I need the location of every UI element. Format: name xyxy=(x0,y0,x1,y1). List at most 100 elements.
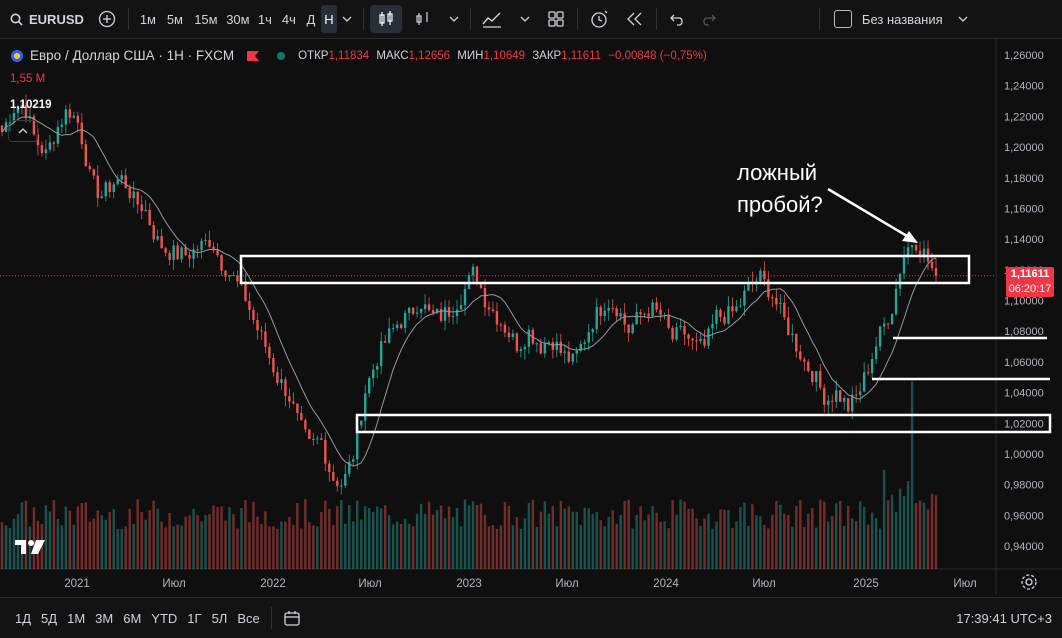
volume-bar xyxy=(479,503,483,569)
chart-settings-button[interactable] xyxy=(1020,573,1040,593)
candle-body xyxy=(16,107,20,114)
volume-bar xyxy=(284,521,287,569)
candle-body xyxy=(296,403,299,413)
candle-body xyxy=(819,371,822,388)
candle-body xyxy=(747,281,750,291)
symbol-search[interactable]: EURUSD xyxy=(0,5,92,33)
interval-1[interactable]: 1м xyxy=(139,11,156,27)
collapse-legend-button[interactable] xyxy=(8,120,38,142)
volume-bar xyxy=(499,525,503,569)
clock-display[interactable]: 17:39:41 UTC+3 xyxy=(956,610,1052,626)
candle-body xyxy=(328,463,331,473)
layout-name-label: Без названия xyxy=(861,11,943,27)
interval-6[interactable]: 4ч xyxy=(281,11,296,27)
candle-body xyxy=(48,142,52,150)
volume-bar xyxy=(831,516,834,569)
candle-body xyxy=(815,371,818,383)
interval-8[interactable]: Н xyxy=(320,5,337,33)
layout-dropdown[interactable] xyxy=(951,5,975,33)
candle-body xyxy=(571,353,574,362)
volume-bar xyxy=(659,521,662,569)
undo-button[interactable] xyxy=(663,5,693,33)
volume-bar xyxy=(340,499,343,569)
range-5[interactable]: 6М xyxy=(123,610,142,626)
volume-bar xyxy=(64,506,68,569)
chart-area[interactable]: 1,26000 1,24000 1,22000 1,20000 1,18000 1,160… xyxy=(0,39,1062,595)
volume-bar xyxy=(827,521,830,569)
volume-bar xyxy=(272,526,275,569)
range-6[interactable]: YTD xyxy=(151,610,178,626)
volume-bar xyxy=(268,526,271,569)
range-4[interactable]: 3М xyxy=(95,610,114,626)
candle-body xyxy=(759,270,762,282)
volume-bar xyxy=(387,514,391,569)
chevron-down-icon xyxy=(520,16,530,22)
candle-body xyxy=(356,425,359,460)
volume-bar xyxy=(124,526,127,569)
volume-bar xyxy=(352,521,355,569)
range-7[interactable]: 1Г xyxy=(187,610,202,626)
volume-bar xyxy=(423,513,427,569)
price-chart[interactable]: 1,26000 1,24000 1,22000 1,20000 1,18000 1,160… xyxy=(0,39,1062,595)
divider xyxy=(576,8,578,30)
volume-bar xyxy=(858,501,862,569)
indicators-button[interactable] xyxy=(477,5,507,33)
candle-body xyxy=(232,275,235,277)
volume-bar xyxy=(623,501,626,569)
divider xyxy=(362,8,364,30)
candle-body xyxy=(615,308,618,317)
redo-button[interactable] xyxy=(693,5,723,33)
layouts-button[interactable] xyxy=(541,5,571,33)
interval-4[interactable]: 30м xyxy=(226,11,250,27)
candle-body xyxy=(890,314,894,325)
volume-bar xyxy=(220,506,223,569)
interval-3[interactable]: 15м xyxy=(194,11,218,27)
high-value: 1,12656 xyxy=(408,49,451,62)
volume-bar xyxy=(675,514,678,569)
candle-body xyxy=(260,330,263,332)
candle-body xyxy=(192,249,195,259)
replay-button[interactable] xyxy=(620,5,650,33)
range-9[interactable]: Все xyxy=(237,610,260,626)
price-tick-label: 1,26000 xyxy=(1004,50,1044,62)
candle-body xyxy=(427,304,431,311)
candle-body xyxy=(771,297,774,299)
volume-bar xyxy=(176,524,179,569)
range-8[interactable]: 5Л xyxy=(211,610,228,626)
open-value: 1,11834 xyxy=(328,49,370,62)
candle-body xyxy=(930,261,934,269)
interval-2[interactable]: 5м xyxy=(166,11,183,27)
volume-bar xyxy=(575,511,578,569)
range-2[interactable]: 5Д xyxy=(41,610,58,626)
indicators-dropdown[interactable] xyxy=(515,5,535,33)
bar-type-button[interactable] xyxy=(408,5,438,33)
interval-5[interactable]: 1ч xyxy=(257,11,272,27)
volume-bar xyxy=(32,507,36,569)
candle-body xyxy=(699,338,702,342)
candle-body xyxy=(874,346,878,359)
interval-dropdown[interactable] xyxy=(337,5,357,33)
chart-type-button[interactable] xyxy=(369,5,402,33)
date-range-button[interactable] xyxy=(278,604,306,632)
range-3[interactable]: 1М xyxy=(67,610,86,626)
tradingview-logo[interactable] xyxy=(14,538,46,561)
candle-body xyxy=(583,342,586,344)
candle-body xyxy=(635,312,638,325)
alert-button[interactable] xyxy=(584,5,614,33)
support-zone-box xyxy=(355,413,1052,434)
candle-body xyxy=(244,281,247,301)
volume-bar xyxy=(136,499,139,569)
chart-type-dropdown[interactable] xyxy=(444,5,464,33)
volume-bar xyxy=(639,506,642,569)
candle-body xyxy=(858,391,862,395)
candle-body xyxy=(72,115,76,118)
compare-button[interactable] xyxy=(92,5,122,33)
interval-7[interactable]: Д xyxy=(306,11,316,27)
volume-bar xyxy=(88,521,92,569)
flag-icon[interactable] xyxy=(246,50,260,62)
current-price-value: 1,11611 xyxy=(1010,268,1050,280)
range-1[interactable]: 1Д xyxy=(15,610,32,626)
layout-name-button[interactable]: Без названия xyxy=(826,5,951,33)
candle-body xyxy=(735,306,738,312)
volume-bar xyxy=(112,509,115,569)
